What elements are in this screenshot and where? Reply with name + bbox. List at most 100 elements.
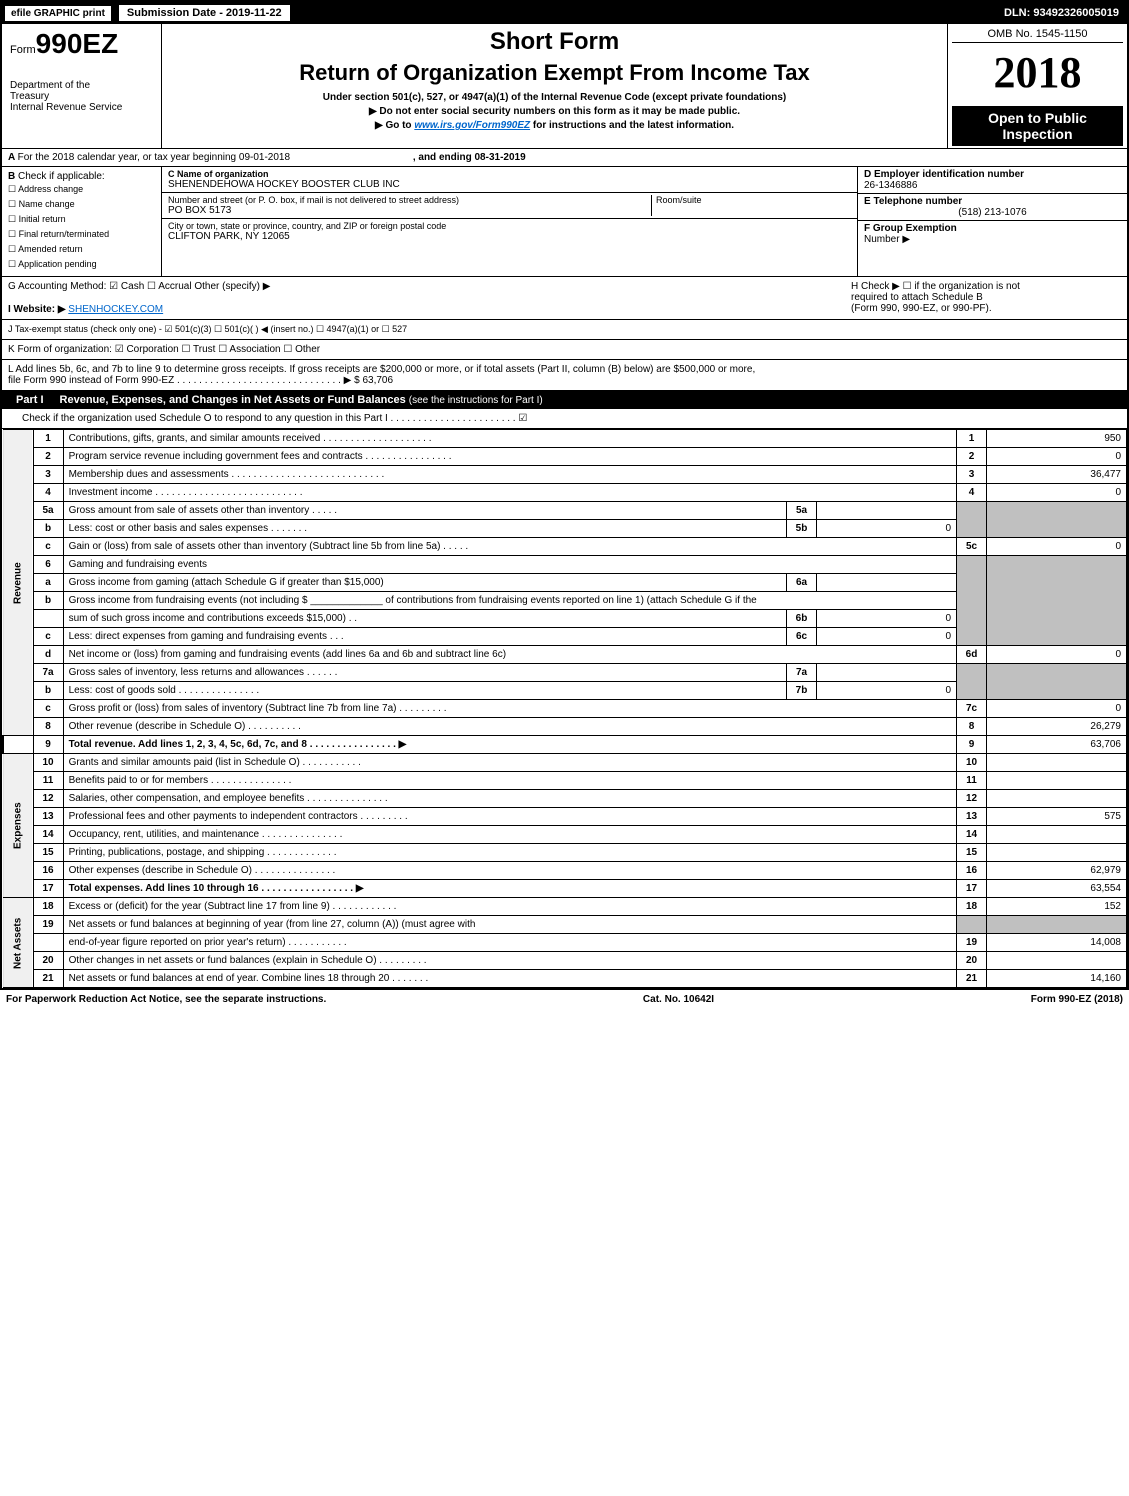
cb-amended-return[interactable]: ☐ Amended return (8, 242, 155, 257)
top-bar: efile GRAPHIC print Submission Date - 20… (2, 2, 1127, 24)
h-check-line3: (Form 990, 990-EZ, or 990-PF). (851, 303, 1121, 314)
line-a-text: For the 2018 calendar year, or tax year … (18, 152, 290, 163)
paperwork-notice: For Paperwork Reduction Act Notice, see … (6, 994, 326, 1005)
ein-box: D Employer identification number 26-1346… (858, 167, 1127, 194)
l6-shaded (957, 556, 987, 646)
year-cell: OMB No. 1545-1150 2018 Open to Public In… (947, 24, 1127, 148)
website-link[interactable]: SHENHOCKEY.COM (68, 304, 163, 315)
l20-desc: Other changes in net assets or fund bala… (63, 952, 956, 970)
return-title: Return of Organization Exempt From Incom… (166, 60, 943, 86)
l11-num: 11 (33, 772, 63, 790)
part1-header: Part I Revenue, Expenses, and Changes in… (2, 391, 1127, 409)
cb-application-pending[interactable]: ☐ Application pending (8, 257, 155, 272)
l9-rnum: 9 (957, 736, 987, 754)
l7b-desc: Less: cost of goods sold . . . . . . . .… (63, 682, 786, 700)
l7a-desc: Gross sales of inventory, less returns a… (63, 664, 786, 682)
l13-val: 575 (987, 808, 1127, 826)
open-public-line1: Open to Public (956, 110, 1119, 126)
l4-desc: Investment income . . . . . . . . . . . … (63, 484, 956, 502)
l7a-num: 7a (33, 664, 63, 682)
l19-desc: Net assets or fund balances at beginning… (63, 916, 956, 934)
footer-row: For Paperwork Reduction Act Notice, see … (0, 990, 1129, 1009)
dept-line1: Department of the (10, 80, 153, 91)
l5b-desc: Less: cost or other basis and sales expe… (63, 520, 786, 538)
l3-rnum: 3 (957, 466, 987, 484)
l15-val (987, 844, 1127, 862)
tax-year: 2018 (952, 43, 1123, 102)
l18-val: 152 (987, 898, 1127, 916)
l21-val: 14,160 (987, 970, 1127, 988)
omb-number: OMB No. 1545-1150 (952, 26, 1123, 43)
form-container: efile GRAPHIC print Submission Date - 20… (0, 0, 1129, 990)
l5c-desc: Gain or (loss) from sale of assets other… (63, 538, 956, 556)
addr-label: Number and street (or P. O. box, if mail… (168, 195, 651, 205)
city-box: City or town, state or province, country… (162, 219, 857, 244)
dept-line2: Treasury (10, 91, 153, 102)
dln-number: DLN: 93492326005019 (996, 5, 1127, 21)
website-row: I Website: ▶ SHENHOCKEY.COM (8, 304, 841, 315)
h-check-line1: H Check ▶ ☐ if the organization is not (851, 281, 1121, 292)
cb-final-return[interactable]: ☐ Final return/terminated (8, 227, 155, 242)
l10-rnum: 10 (957, 754, 987, 772)
l16-rnum: 16 (957, 862, 987, 880)
l5c-val: 0 (987, 538, 1127, 556)
website-label: I Website: ▶ (8, 304, 66, 315)
subtitle1: Under section 501(c), 527, or 4947(a)(1)… (166, 92, 943, 103)
section-a-mid: C Name of organization SHENENDEHOWA HOCK… (162, 167, 857, 276)
l1-num: 1 (33, 430, 63, 448)
l10-val (987, 754, 1127, 772)
l6c-subval: 0 (817, 628, 957, 646)
cb-initial-return[interactable]: ☐ Initial return (8, 212, 155, 227)
l15-desc: Printing, publications, postage, and shi… (63, 844, 956, 862)
l4-val: 0 (987, 484, 1127, 502)
ending-text: , and ending 08-31-2019 (413, 152, 526, 163)
l2-num: 2 (33, 448, 63, 466)
l17-num: 17 (33, 880, 63, 898)
l3-desc: Membership dues and assessments . . . . … (63, 466, 956, 484)
l5c-rnum: 5c (957, 538, 987, 556)
l18-num: 18 (33, 898, 63, 916)
l6b2-sub: 6b (787, 610, 817, 628)
form-prefix: Form (10, 44, 36, 56)
lines-table: Revenue 1 Contributions, gifts, grants, … (2, 429, 1127, 988)
efile-print-button[interactable]: efile GRAPHIC print (4, 5, 112, 22)
l5b-num: b (33, 520, 63, 538)
title-cell: Short Form Return of Organization Exempt… (162, 24, 947, 148)
l19-num: 19 (33, 916, 63, 934)
l10-num: 10 (33, 754, 63, 772)
l18-rnum: 18 (957, 898, 987, 916)
l9-val: 63,706 (987, 736, 1127, 754)
l10-desc: Grants and similar amounts paid (list in… (63, 754, 956, 772)
l7a-subval (817, 664, 957, 682)
cb-name-change[interactable]: ☐ Name change (8, 197, 155, 212)
l8-num: 8 (33, 718, 63, 736)
l11-rnum: 11 (957, 772, 987, 790)
form-ref: Form 990-EZ (2018) (1031, 994, 1123, 1005)
add-lines-row: L Add lines 5b, 6c, and 7b to line 9 to … (2, 360, 1127, 391)
l19b-rnum: 19 (957, 934, 987, 952)
l14-num: 14 (33, 826, 63, 844)
l11-val (987, 772, 1127, 790)
l6a-num: a (33, 574, 63, 592)
l21-rnum: 21 (957, 970, 987, 988)
l12-num: 12 (33, 790, 63, 808)
l6d-num: d (33, 646, 63, 664)
l6-shaded-val (987, 556, 1127, 646)
irs-link[interactable]: www.irs.gov/Form990EZ (414, 120, 530, 131)
subtitle3-prefix: ▶ Go to (375, 120, 414, 131)
l6a-subval (817, 574, 957, 592)
expenses-side-label: Expenses (3, 754, 33, 898)
l1-rnum: 1 (957, 430, 987, 448)
l6b-num: b (33, 592, 63, 610)
l1-desc: Contributions, gifts, grants, and simila… (63, 430, 956, 448)
cb-address-change[interactable]: ☐ Address change (8, 182, 155, 197)
l17-desc: Total expenses. Add lines 10 through 16 … (63, 880, 956, 898)
l6d-rnum: 6d (957, 646, 987, 664)
org-name: SHENENDEHOWA HOCKEY BOOSTER CLUB INC (168, 179, 851, 190)
l7c-num: c (33, 700, 63, 718)
l5-shaded-val (987, 502, 1127, 538)
section-a-right: D Employer identification number 26-1346… (857, 167, 1127, 276)
l7-shaded-val (987, 664, 1127, 700)
city-state-zip: CLIFTON PARK, NY 12065 (168, 231, 851, 242)
l5b-subval: 0 (817, 520, 957, 538)
